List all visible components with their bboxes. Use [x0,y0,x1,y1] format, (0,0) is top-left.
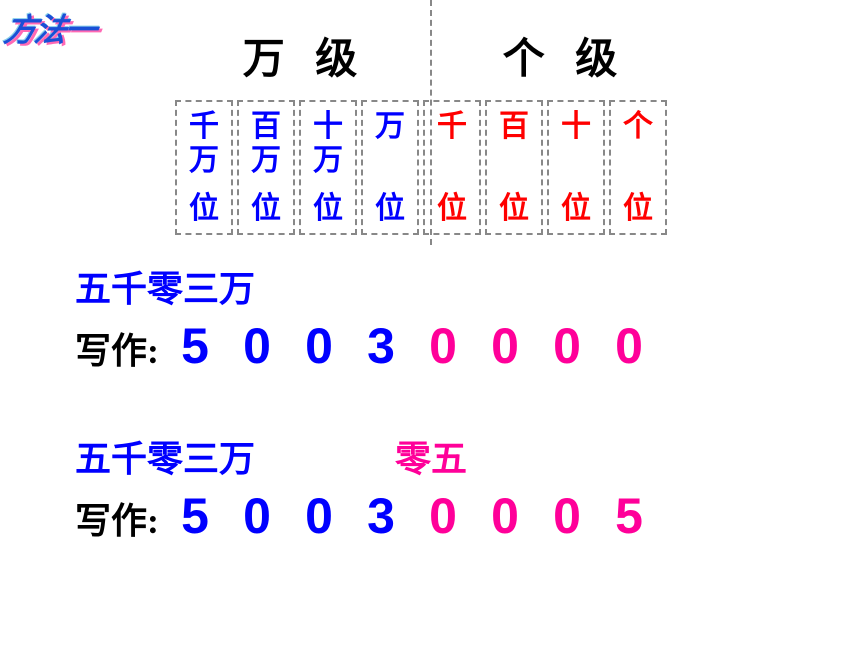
digit-6: 0 [536,317,598,375]
place-top: 百 [499,110,529,144]
place-char: 万 [251,144,281,177]
example2-write-row: 写作: 50030005 [75,487,660,545]
place-char: 个 [623,110,653,143]
example2-chinese-part2: 零五 [395,430,467,482]
example2-chinese-part1: 五千零三万 [75,430,255,482]
wan-level-label: 万 级 [175,25,435,86]
level-labels-row: 万 级 个 级 [175,25,695,86]
place-cell-2: 十万位 [299,100,357,235]
digit-3: 3 [350,317,412,375]
example2-write-label: 写作: [75,492,159,544]
digit-7: 0 [598,317,660,375]
digit-2: 0 [288,487,350,545]
place-top: 千 [437,110,467,144]
place-cell-7: 个位 [609,100,667,235]
place-cell-6: 十位 [547,100,605,235]
digit-3: 3 [350,487,412,545]
place-wei: 位 [623,192,653,225]
digit-4: 0 [412,317,474,375]
place-top: 万 [375,110,405,144]
digit-5: 0 [474,317,536,375]
place-wei: 位 [251,192,281,225]
place-top: 十 [561,110,591,144]
place-char: 十 [561,110,591,143]
place-top: 个 [623,110,653,144]
place-char: 十 [313,110,343,143]
place-wei: 位 [313,192,343,225]
example1-digits: 50030000 [164,317,660,375]
place-cell-4: 千位 [423,100,481,235]
place-wei: 位 [561,192,591,225]
place-top: 千万 [189,110,219,178]
place-char: 万 [313,144,343,177]
example1-chinese: 五千零三万 [75,260,660,312]
place-top: 百万 [251,110,281,178]
place-wei: 位 [189,192,219,225]
place-char: 万 [189,144,219,177]
place-cell-0: 千万位 [175,100,233,235]
example2-digits: 50030005 [164,487,660,545]
digit-5: 0 [474,487,536,545]
place-cell-5: 百位 [485,100,543,235]
place-char: 百 [251,110,281,143]
digit-6: 0 [536,487,598,545]
digit-7: 5 [598,487,660,545]
place-char: 千 [189,110,219,143]
method-text: 方法一 [1,12,97,48]
digit-2: 0 [288,317,350,375]
place-char: 千 [437,110,467,143]
digit-0: 5 [164,487,226,545]
place-wei: 位 [437,192,467,225]
place-top: 十万 [313,110,343,178]
digit-4: 0 [412,487,474,545]
place-char: 百 [499,110,529,143]
example1-write-row: 写作: 50030000 [75,317,660,375]
place-cell-1: 百万位 [237,100,295,235]
digit-1: 0 [226,317,288,375]
digit-1: 0 [226,487,288,545]
place-cell-3: 万位 [361,100,419,235]
ge-level-label: 个 级 [435,25,695,86]
digit-0: 5 [164,317,226,375]
example1-write-label: 写作: [75,322,159,374]
method-one-label: 方法一 [1,5,99,51]
place-wei: 位 [375,192,405,225]
example-2: 五千零三万 零五 写作: 50030005 [75,430,660,545]
example-1: 五千零三万 写作: 50030000 [75,260,660,375]
place-char: 万 [375,110,405,143]
example2-chinese-row: 五千零三万 零五 [75,430,660,482]
place-wei: 位 [499,192,529,225]
place-value-table: 千万位百万位十万位万位千位百位十位个位 [175,100,671,235]
